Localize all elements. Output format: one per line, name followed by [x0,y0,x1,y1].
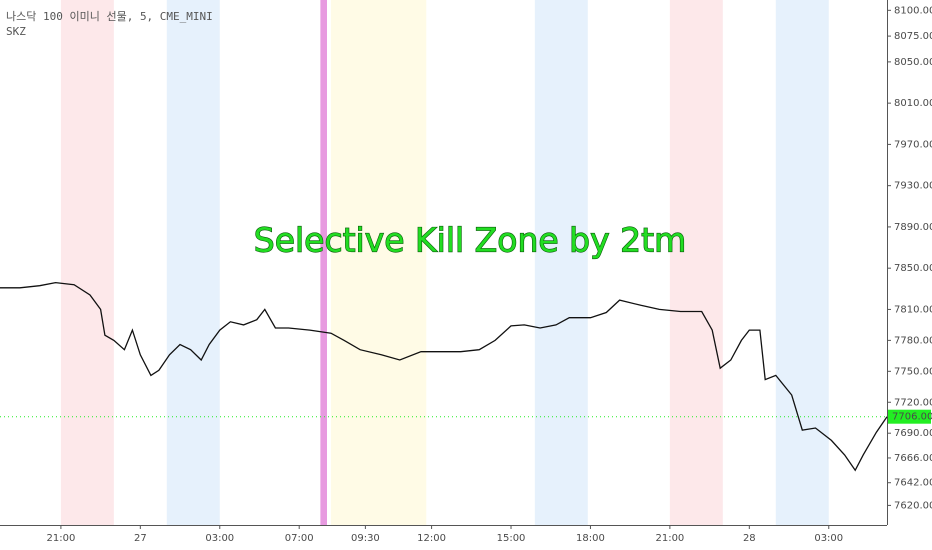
last-price-box [888,409,931,424]
x-tick-label: 12:00 [417,533,446,544]
last-price-label: 7706.00 [892,412,932,423]
y-tick-label: 7666.00 [894,453,932,464]
x-tick-label: 09:30 [351,533,380,544]
y-tick-label: 7780.00 [894,335,932,346]
x-tick-label: 27 [134,533,147,544]
kill-zone [534,0,588,525]
kill-zone [166,0,220,525]
x-tick-label: 03:00 [814,533,843,544]
x-tick-label: 18:00 [576,533,605,544]
x-tick-label: 21:00 [655,533,684,544]
kill-zone [320,0,327,525]
y-tick-label: 8075.00 [894,31,932,42]
y-tick-label: 7970.00 [894,139,932,150]
annotation: Selective Kill Zone by 2tm [254,221,686,260]
indicator-name: SKZ [6,25,26,38]
y-tick-label: 7690.00 [894,428,932,439]
x-tick-label: 15:00 [497,533,526,544]
kill-zone [60,0,114,525]
x-tick-label: 21:00 [46,533,75,544]
x-tick-label: 07:00 [285,533,314,544]
y-tick-label: 7890.00 [894,222,932,233]
kill-zone [669,0,723,525]
kill-zone [330,0,427,525]
y-tick-label: 7930.00 [894,181,932,192]
y-tick-label: 7750.00 [894,366,932,377]
y-tick-label: 8010.00 [894,98,932,109]
x-tick-label: 28 [743,533,756,544]
y-tick-label: 8100.00 [894,5,932,16]
y-tick-label: 7850.00 [894,263,932,274]
y-tick-label: 7642.00 [894,478,932,489]
y-tick-label: 7720.00 [894,397,932,408]
y-tick-label: 7810.00 [894,304,932,315]
price-line [0,281,888,472]
chart-title: 나스닥 100 이미니 선물, 5, CME_MINI [6,10,213,23]
x-tick-label: 03:00 [205,533,234,544]
zones [60,0,829,525]
kill-zone [775,0,829,525]
y-tick-label: 7620.00 [894,500,932,511]
y-tick-label: 8050.00 [894,57,932,68]
